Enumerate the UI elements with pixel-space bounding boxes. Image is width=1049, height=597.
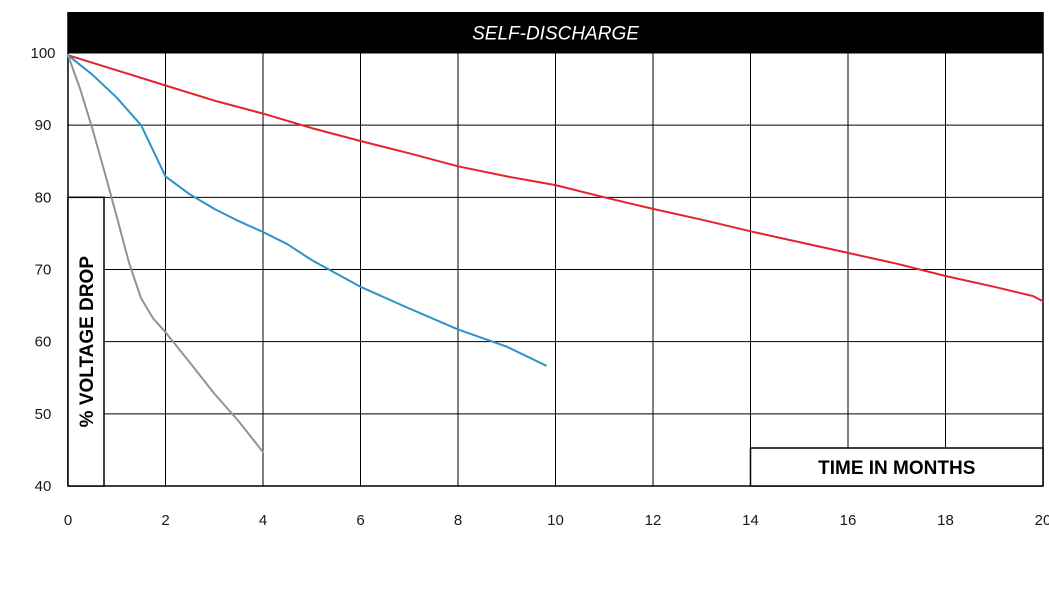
x-tick-label: 4: [259, 512, 267, 529]
x-tick-labels: 0 2 4 6 8 10 12 14 16 18 20: [64, 512, 1049, 529]
x-tick-label: 0: [64, 512, 72, 529]
grid-lines: [67, 12, 1044, 487]
x-tick-label: 10: [547, 512, 564, 529]
y-axis-title-box: [67, 196, 105, 487]
y-axis-title: % VOLTAGE DROP: [77, 256, 98, 428]
y-tick-label: 50: [35, 406, 52, 423]
x-tick-label: 14: [742, 512, 759, 529]
series-line-1: [67, 54, 1044, 303]
x-axis-title: TIME IN MONTHS: [818, 458, 975, 479]
y-tick-label: 100: [30, 45, 55, 62]
series-line-3: [67, 54, 264, 454]
y-tick-label: 70: [35, 262, 52, 279]
y-tick-label: 40: [35, 478, 52, 495]
series-line-2: [67, 54, 547, 367]
x-tick-label: 8: [454, 512, 462, 529]
x-axis-title-box: [749, 447, 1044, 487]
series-lines: [67, 54, 1044, 454]
x-tick-label: 18: [937, 512, 954, 529]
title-bar: [68, 12, 1043, 53]
x-tick-label: 12: [645, 512, 662, 529]
y-tick-label: 90: [35, 117, 52, 134]
y-tick-label: 80: [35, 189, 52, 206]
x-tick-label: 20: [1035, 512, 1049, 529]
x-tick-label: 6: [356, 512, 364, 529]
x-tick-label: 2: [161, 512, 169, 529]
x-tick-label: 16: [840, 512, 857, 529]
chart-title: SELF-DISCHARGE: [472, 24, 639, 45]
y-tick-label: 60: [35, 334, 52, 351]
y-tick-labels: 40 50 60 70 80 90 100: [30, 45, 55, 495]
